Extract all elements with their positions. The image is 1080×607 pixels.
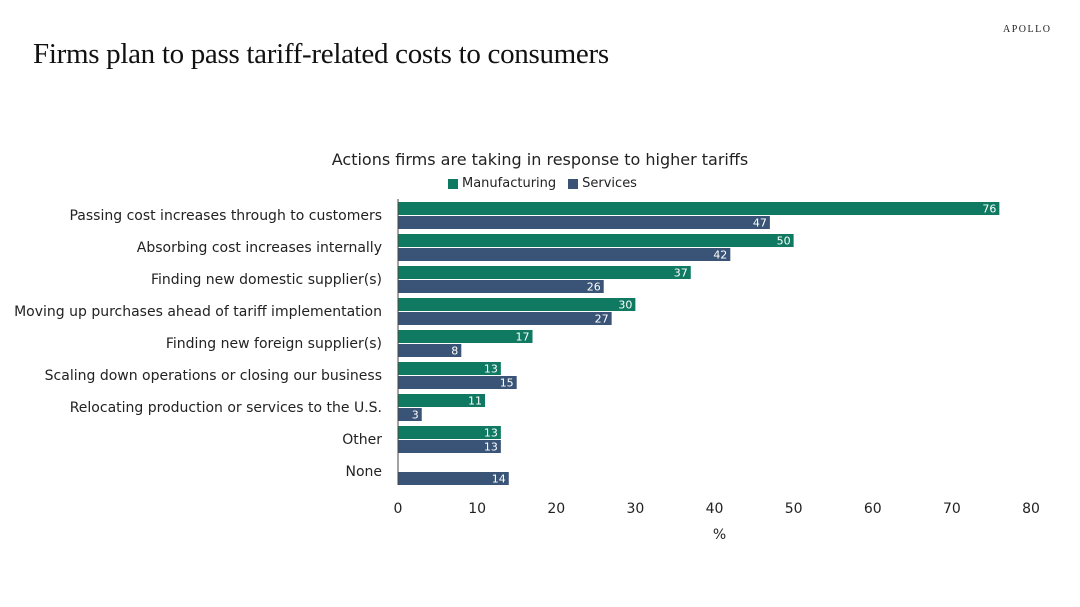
data-label: 50	[777, 235, 791, 248]
data-label: 13	[484, 363, 498, 376]
bar-services	[398, 408, 422, 421]
legend-swatch-manufacturing	[448, 178, 458, 189]
bar-services	[398, 248, 731, 261]
data-label: 15	[500, 377, 514, 390]
x-tick-label: 30	[626, 501, 644, 517]
legend-item-services: Services	[568, 176, 637, 191]
category-label: None	[345, 464, 382, 480]
bar-manufacturing	[398, 394, 486, 407]
data-label: 11	[468, 395, 482, 408]
bar-manufacturing	[398, 266, 691, 279]
category-label: Passing cost increases through to custom…	[69, 208, 382, 224]
data-label: 3	[412, 409, 419, 422]
chart-title-text: Actions firms are taking in response to …	[331, 150, 749, 169]
data-label: 13	[484, 441, 498, 454]
data-label: 26	[587, 281, 601, 294]
bar-manufacturing	[398, 330, 533, 343]
category-label: Moving up purchases ahead of tariff impl…	[14, 304, 382, 320]
data-label: 14	[492, 473, 506, 486]
bar-manufacturing	[398, 298, 636, 311]
category-label: Other	[342, 432, 382, 448]
chart-legend: Manufacturing Services	[448, 176, 637, 191]
chart-title: Actions firms are taking in response to …	[0, 150, 1080, 169]
bar-services	[398, 344, 462, 357]
x-tick-label: 20	[547, 501, 565, 517]
data-label: 30	[618, 299, 632, 312]
x-tick-label: 40	[706, 501, 724, 517]
x-tick-label: 70	[943, 501, 961, 517]
x-tick-label: 10	[468, 501, 486, 517]
x-axis-label: %	[713, 527, 726, 543]
data-label: 76	[982, 203, 996, 216]
legend-label-manufacturing: Manufacturing	[462, 176, 557, 191]
bar-services	[398, 440, 501, 453]
legend-label-services: Services	[582, 176, 637, 191]
bar-services	[398, 376, 517, 389]
bar-manufacturing	[398, 234, 794, 247]
data-label: 47	[753, 217, 767, 230]
legend-item-manufacturing: Manufacturing	[448, 176, 556, 191]
data-label: 42	[713, 249, 727, 262]
category-label: Scaling down operations or closing our b…	[45, 368, 382, 384]
category-label: Finding new foreign supplier(s)	[166, 336, 382, 352]
data-label: 13	[484, 427, 498, 440]
x-tick-label: 50	[785, 501, 803, 517]
bar-manufacturing	[398, 362, 501, 375]
bar-services	[398, 472, 509, 485]
brand-logo: APOLLO	[1003, 24, 1052, 35]
x-tick-label: 0	[394, 501, 403, 517]
bar-services	[398, 280, 604, 293]
bar-manufacturing	[398, 202, 1000, 215]
data-label: 27	[595, 313, 609, 326]
category-label: Relocating production or services to the…	[70, 400, 382, 416]
data-label: 17	[516, 331, 530, 344]
x-tick-label: 60	[864, 501, 882, 517]
legend-swatch-services	[568, 178, 579, 189]
data-label: 37	[674, 267, 688, 280]
page-title: Firms plan to pass tariff-related costs …	[33, 38, 609, 70]
bar-manufacturing	[398, 426, 501, 439]
category-label: Finding new domestic supplier(s)	[151, 272, 382, 288]
bar-services	[398, 216, 770, 229]
data-label: 8	[451, 345, 458, 358]
bar-services	[398, 312, 612, 325]
x-tick-label: 80	[1022, 501, 1040, 517]
category-label: Absorbing cost increases internally	[137, 240, 382, 256]
